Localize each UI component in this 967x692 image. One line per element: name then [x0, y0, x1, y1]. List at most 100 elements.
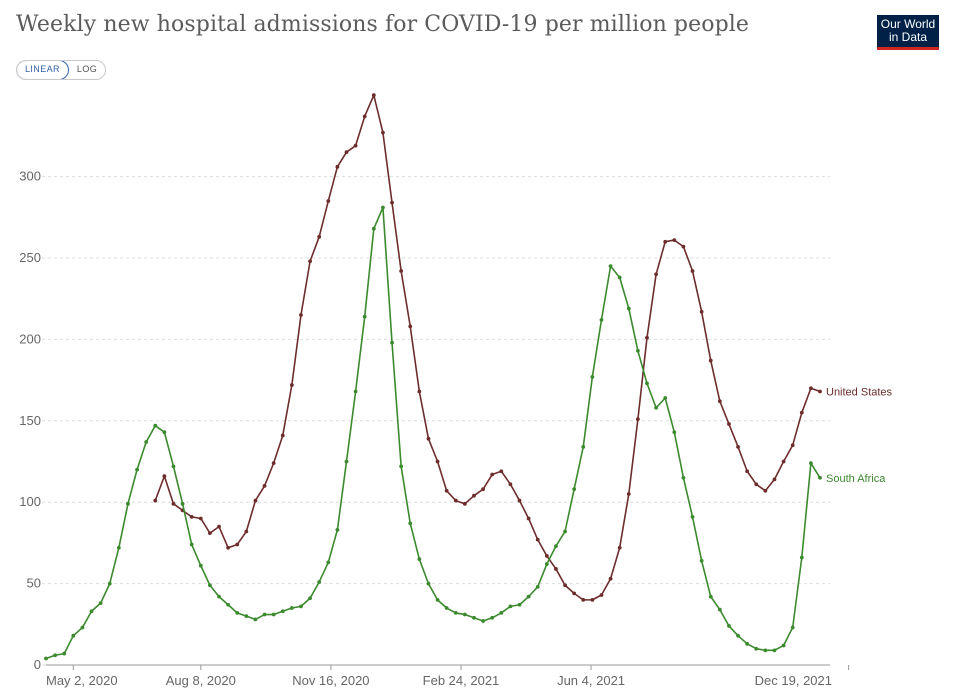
data-point[interactable]: [681, 475, 686, 480]
data-point[interactable]: [635, 417, 640, 422]
data-point[interactable]: [654, 272, 659, 277]
data-point[interactable]: [353, 143, 358, 148]
data-point[interactable]: [98, 601, 103, 606]
data-point[interactable]: [499, 469, 504, 474]
data-point[interactable]: [171, 501, 176, 506]
data-point[interactable]: [799, 410, 804, 415]
data-point[interactable]: [444, 488, 449, 493]
data-point[interactable]: [144, 440, 149, 444]
data-point[interactable]: [508, 604, 513, 609]
data-point[interactable]: [381, 130, 385, 135]
data-point[interactable]: [481, 487, 485, 492]
data-point[interactable]: [226, 545, 231, 550]
data-point[interactable]: [672, 430, 677, 435]
data-point[interactable]: [399, 269, 404, 273]
data-point[interactable]: [654, 405, 659, 410]
data-point[interactable]: [235, 542, 240, 547]
data-point[interactable]: [390, 200, 394, 205]
data-point[interactable]: [335, 164, 340, 169]
data-point[interactable]: [435, 459, 440, 464]
data-point[interactable]: [745, 641, 750, 646]
data-point[interactable]: [717, 607, 722, 612]
data-point[interactable]: [126, 501, 130, 506]
data-point[interactable]: [453, 611, 458, 615]
data-point[interactable]: [708, 594, 713, 599]
data-point[interactable]: [153, 498, 158, 503]
data-point[interactable]: [490, 615, 495, 620]
data-point[interactable]: [663, 396, 668, 400]
data-point[interactable]: [781, 643, 786, 648]
data-point[interactable]: [435, 597, 440, 602]
data-point[interactable]: [809, 386, 813, 391]
data-point[interactable]: [635, 348, 640, 353]
data-point[interactable]: [626, 306, 631, 311]
data-point[interactable]: [326, 199, 331, 203]
data-point[interactable]: [736, 444, 740, 449]
data-point[interactable]: [189, 514, 194, 519]
data-point[interactable]: [308, 259, 312, 264]
data-point[interactable]: [563, 529, 567, 534]
data-point[interactable]: [818, 389, 822, 394]
data-point[interactable]: [526, 594, 531, 599]
data-point[interactable]: [89, 609, 94, 614]
data-point[interactable]: [262, 484, 267, 488]
data-point[interactable]: [763, 648, 768, 653]
data-point[interactable]: [426, 581, 431, 586]
data-point[interactable]: [544, 554, 549, 558]
data-point[interactable]: [472, 615, 476, 620]
series-line-south-africa[interactable]: [45, 206, 821, 660]
data-point[interactable]: [198, 563, 203, 568]
data-point[interactable]: [362, 114, 367, 119]
data-point[interactable]: [608, 576, 613, 581]
data-point[interactable]: [790, 443, 795, 448]
data-point[interactable]: [289, 383, 294, 387]
data-point[interactable]: [371, 226, 376, 231]
data-point[interactable]: [572, 591, 577, 596]
data-point[interactable]: [280, 609, 285, 614]
data-point[interactable]: [116, 545, 121, 550]
data-point[interactable]: [544, 562, 549, 566]
data-point[interactable]: [253, 617, 258, 622]
data-point[interactable]: [517, 602, 522, 607]
data-point[interactable]: [317, 234, 322, 239]
data-point[interactable]: [180, 501, 185, 506]
data-point[interactable]: [453, 498, 458, 503]
data-point[interactable]: [563, 583, 567, 588]
data-point[interactable]: [672, 238, 677, 242]
data-point[interactable]: [362, 314, 367, 319]
data-point[interactable]: [198, 516, 203, 521]
data-point[interactable]: [344, 459, 349, 464]
data-point[interactable]: [772, 477, 777, 482]
data-point[interactable]: [44, 656, 48, 661]
data-point[interactable]: [80, 625, 85, 630]
data-point[interactable]: [526, 516, 531, 521]
data-point[interactable]: [326, 560, 331, 565]
data-point[interactable]: [235, 611, 240, 615]
data-point[interactable]: [317, 580, 322, 584]
data-point[interactable]: [663, 239, 668, 244]
data-point[interactable]: [781, 459, 786, 464]
data-point[interactable]: [444, 606, 449, 610]
data-point[interactable]: [708, 358, 713, 363]
data-point[interactable]: [299, 604, 303, 609]
data-point[interactable]: [772, 648, 777, 653]
data-point[interactable]: [517, 498, 522, 503]
data-point[interactable]: [153, 423, 158, 428]
data-point[interactable]: [271, 612, 276, 617]
data-point[interactable]: [417, 557, 422, 562]
data-point[interactable]: [690, 514, 695, 519]
data-point[interactable]: [390, 340, 394, 345]
data-point[interactable]: [399, 464, 404, 469]
data-point[interactable]: [417, 389, 422, 394]
data-point[interactable]: [189, 542, 194, 547]
data-point[interactable]: [53, 653, 58, 658]
owid-logo[interactable]: Our World in Data: [877, 15, 939, 50]
data-point[interactable]: [508, 482, 513, 487]
data-point[interactable]: [308, 596, 312, 601]
data-point[interactable]: [71, 633, 76, 638]
data-point[interactable]: [599, 593, 604, 597]
data-point[interactable]: [809, 461, 813, 466]
data-point[interactable]: [472, 493, 476, 498]
data-point[interactable]: [754, 646, 759, 651]
data-point[interactable]: [645, 381, 649, 386]
